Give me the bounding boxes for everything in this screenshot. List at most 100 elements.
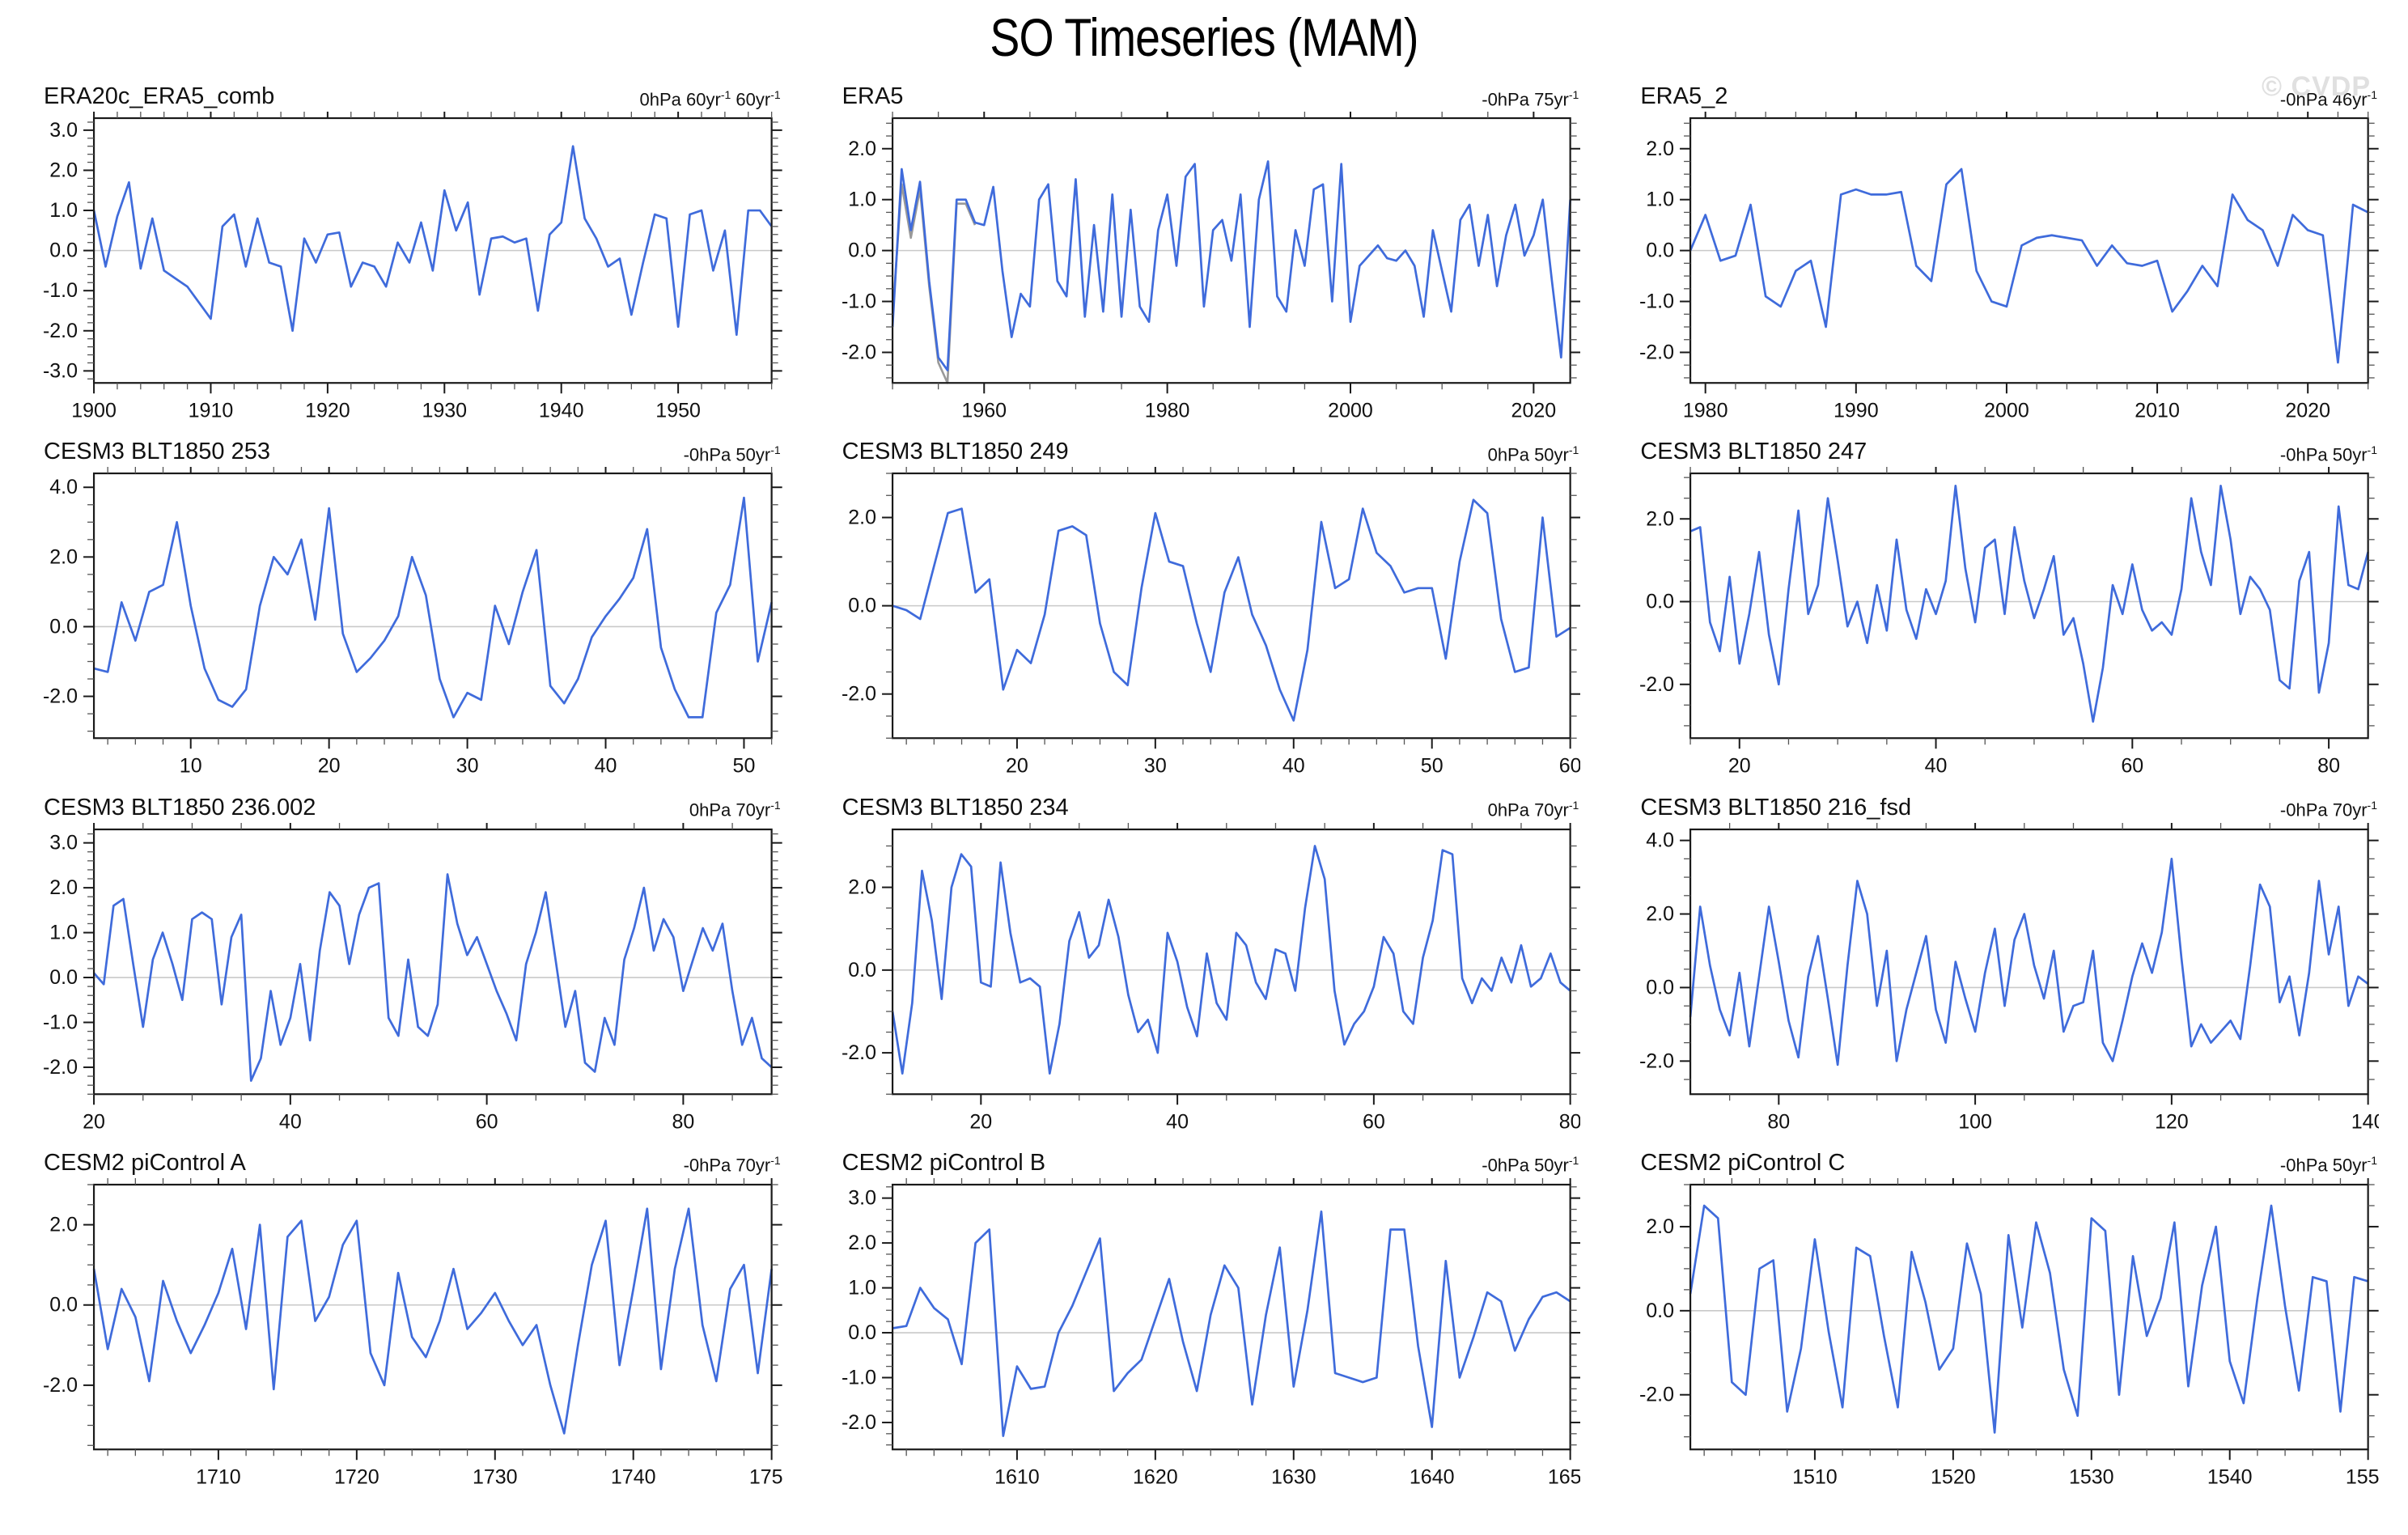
timeseries-panel: CESM3 BLT1850 216_fsd -0hPa 70yr-1 80 100… [1626,792,2379,1134]
svg-text:2.0: 2.0 [848,138,876,160]
svg-text:2.0: 2.0 [848,507,876,529]
panel-header: ERA5 -0hPa 75yr-1 [828,81,1581,112]
svg-text:1.0: 1.0 [49,921,78,943]
svg-text:3.0: 3.0 [49,831,78,854]
svg-text:2.0: 2.0 [49,159,78,181]
svg-text:1720: 1720 [334,1465,379,1488]
svg-text:-1.0: -1.0 [1639,290,1674,313]
svg-text:80: 80 [672,1110,694,1133]
svg-text:80: 80 [1768,1110,1791,1133]
timeseries-plot: 1610 1620 1630 1640 1650 -2.0 -1.0 0.0 1.0 2.0 3.0 [842,1177,1580,1488]
panel-trend-label: -0hPa 75yr-1 [1482,87,1579,109]
svg-text:1920: 1920 [305,399,350,422]
timeseries-panel: ERA5_2 -0hPa 46yr-1 1980 1990 2000 2010 2020… [1626,81,2379,423]
svg-text:-2.0: -2.0 [43,685,78,708]
svg-text:-1.0: -1.0 [842,290,876,313]
superscript: -1 [770,1154,781,1168]
panel-trend-label: 0hPa 60yr-1 60yr-1 [639,87,781,109]
svg-text:40: 40 [279,1110,302,1133]
svg-text:140: 140 [2351,1110,2379,1133]
svg-text:0.0: 0.0 [1647,976,1675,999]
svg-text:1650: 1650 [1547,1465,1580,1488]
svg-text:0.0: 0.0 [848,1321,876,1344]
panel-title: CESM2 piControl B [842,1149,1046,1176]
svg-text:1520: 1520 [1931,1465,1976,1488]
svg-text:30: 30 [1144,755,1167,778]
timeseries-plot: 10 20 30 40 50 -2.0 0.0 2.0 4.0 [43,467,782,778]
svg-text:60: 60 [2122,755,2144,778]
timeseries-plot: 1900 1910 1920 1930 1940 1950 -3.0 -2.0 -1.0 0.0 1… [43,112,782,422]
timeseries-plot: 20 30 40 50 60 -2.0 0.0 2.0 [842,467,1580,778]
panel-title: ERA5 [842,83,904,109]
svg-text:1620: 1620 [1133,1465,1178,1488]
timeseries-plot: 1960 1980 2000 2020 -2.0 -1.0 0.0 1.0 2.0 [842,112,1581,422]
svg-text:1640: 1640 [1410,1465,1455,1488]
svg-text:1990: 1990 [1834,399,1879,422]
svg-text:-2.0: -2.0 [842,341,876,363]
panel-trend-label: -0hPa 50yr-1 [2279,443,2377,465]
panel-header: CESM2 piControl C -0hPa 50yr-1 [1626,1147,2379,1178]
svg-text:-2.0: -2.0 [1639,1384,1674,1406]
superscript: -1 [2367,443,2377,456]
panel-trend-label: 0hPa 70yr-1 [689,799,781,821]
svg-text:1960: 1960 [961,399,1007,422]
panel-trend-label: -0hPa 50yr-1 [683,443,781,465]
svg-text:-2.0: -2.0 [1639,673,1674,696]
panel-header: ERA5_2 -0hPa 46yr-1 [1626,81,2379,112]
page-title: SO Timeseries (MAM) [0,6,2408,68]
svg-text:20: 20 [1728,755,1751,778]
panel-title: CESM3 BLT1850 236.002 [44,794,316,821]
timeseries-plot: 1980 1990 2000 2010 2020 -2.0 -1.0 0.0 1.0 2.0 [1639,112,2379,422]
svg-text:2020: 2020 [2286,399,2331,422]
timeseries-panel: ERA5 -0hPa 75yr-1 1960 1980 2000 2020 -2.0 -1… [828,81,1581,423]
panel-header: CESM3 BLT1850 216_fsd -0hPa 70yr-1 [1626,792,2379,823]
panel-title: ERA5_2 [1640,83,1728,109]
svg-text:2.0: 2.0 [1647,138,1675,160]
svg-text:1930: 1930 [422,399,467,422]
panel-header: CESM3 BLT1850 234 0hPa 70yr-1 [828,792,1581,823]
svg-text:-2.0: -2.0 [43,1055,78,1078]
svg-text:2020: 2020 [1511,399,1556,422]
svg-text:1980: 1980 [1144,399,1189,422]
svg-text:20: 20 [83,1110,105,1133]
svg-text:2000: 2000 [1328,399,1373,422]
svg-text:1750: 1750 [749,1465,782,1488]
superscript: -1 [770,443,781,456]
superscript: -1 [1568,443,1579,456]
svg-text:0.0: 0.0 [1647,591,1675,613]
svg-text:-1.0: -1.0 [842,1366,876,1389]
svg-text:20: 20 [1006,755,1028,778]
timeseries-panel: CESM2 piControl C -0hPa 50yr-1 1510 1520 1… [1626,1147,2379,1490]
timeseries-plot: 20 40 60 80 -2.0 0.0 2.0 [842,822,1580,1133]
svg-text:40: 40 [1925,755,1948,778]
svg-text:2.0: 2.0 [49,1213,78,1236]
superscript: -1 [2367,1154,2377,1168]
svg-text:2000: 2000 [1984,399,2029,422]
svg-text:-2.0: -2.0 [842,1041,876,1064]
svg-text:2.0: 2.0 [49,546,78,569]
svg-text:-1.0: -1.0 [43,1011,78,1033]
svg-text:1730: 1730 [473,1465,518,1488]
panel-header: CESM2 piControl A -0hPa 70yr-1 [29,1147,782,1178]
svg-text:1510: 1510 [1792,1465,1838,1488]
timeseries-plot: 20 40 60 80 -2.0 -1.0 0.0 1.0 2.0 3.0 [43,822,782,1133]
panel-title: CESM3 BLT1850 216_fsd [1640,794,1912,821]
svg-text:0.0: 0.0 [49,966,78,989]
svg-text:0.0: 0.0 [1647,240,1675,262]
panel-trend-label: -0hPa 46yr-1 [2279,87,2377,109]
svg-text:-1.0: -1.0 [43,279,78,302]
panel-trend-label: 0hPa 70yr-1 [1487,799,1579,821]
superscript: -1 [2367,799,2377,812]
svg-text:1940: 1940 [539,399,584,422]
svg-text:40: 40 [1282,755,1305,778]
superscript: -1 [1568,1154,1579,1168]
svg-text:2.0: 2.0 [848,876,876,898]
svg-text:1710: 1710 [196,1465,241,1488]
svg-text:30: 30 [456,755,479,778]
page-title-text: SO Timeseries (MAM) [990,7,1418,67]
svg-text:1980: 1980 [1683,399,1728,422]
timeseries-panel: CESM2 piControl B -0hPa 50yr-1 1610 1620 1… [828,1147,1581,1490]
svg-text:100: 100 [1959,1110,1993,1133]
svg-text:0.0: 0.0 [848,240,876,262]
svg-text:20: 20 [969,1110,992,1133]
